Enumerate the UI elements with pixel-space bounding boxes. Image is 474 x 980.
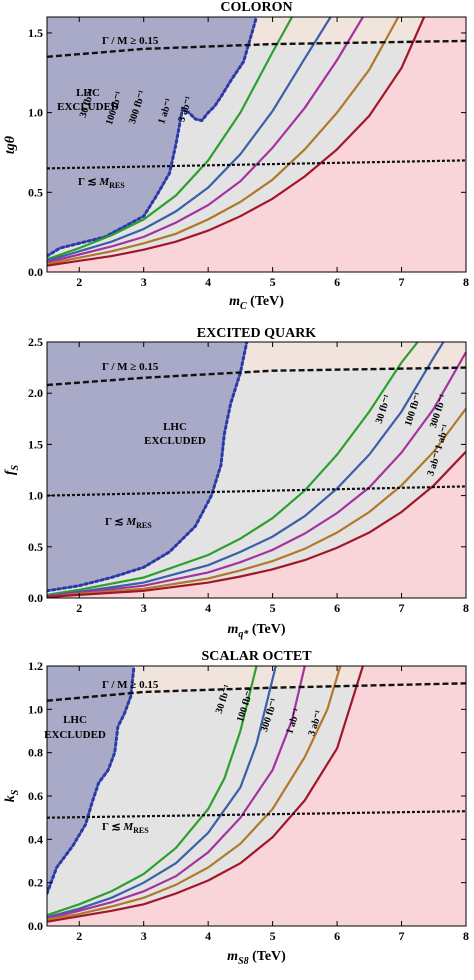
panel-3: 2 3 4 5 6 7 8 0.0 0.2 0.4 0.6 0.8 1.0 1.2 SCALAR OCTET…: [3, 649, 469, 967]
x-tick-label: 4: [205, 929, 211, 943]
series-line-5: [47, 17, 426, 267]
plot-area: [47, 17, 466, 272]
y-tick-label: 1.0: [28, 106, 43, 120]
x-tick-label: 3: [141, 929, 147, 943]
x-tick-label: 3: [141, 275, 147, 289]
series-line-3: [47, 351, 466, 598]
lhc-excluded-boundary: [47, 342, 249, 593]
y-tick-label: 0.4: [28, 832, 43, 846]
y-tick-label: 0.0: [28, 265, 43, 279]
panel-title: EXCITED QUARK: [197, 326, 317, 341]
series-line-1: [47, 666, 258, 917]
x-tick-label: 5: [270, 275, 276, 289]
series-line-1: [47, 17, 293, 261]
width-limit-line: [47, 366, 466, 387]
panel-title: SCALAR OCTET: [201, 649, 312, 664]
x-tick-label: 4: [205, 275, 211, 289]
excluded-label-line1: LHC: [163, 421, 187, 433]
lhc-excluded-boundary: [47, 666, 136, 895]
y-tick-label: 1.0: [28, 702, 43, 716]
series-line-5: [47, 450, 466, 598]
series-line-4: [47, 407, 466, 598]
series-line-3: [47, 17, 364, 264]
y-tick-label: 1.5: [28, 437, 43, 451]
excluded-label-line2: EXCLUDED: [57, 101, 119, 113]
width-limit-line: [47, 682, 466, 702]
width-limit-label: Γ / M ≥ 0.15: [102, 35, 159, 47]
plot-area: [47, 666, 466, 926]
x-tick-label: 2: [76, 275, 82, 289]
x-axis-label: mS8 (TeV): [227, 949, 286, 967]
series-line-4: [47, 17, 400, 266]
plot-area: [47, 342, 466, 598]
resolution-limit-label: Γ ≲ MRES: [102, 821, 149, 835]
y-tick-label: 1.2: [28, 659, 43, 673]
series-line-3: [47, 666, 306, 920]
excluded-label-line2: EXCLUDED: [144, 435, 206, 447]
series-line-1: [47, 342, 419, 596]
excluded-label-line1: LHC: [76, 87, 100, 99]
y-tick-label: 1.5: [28, 26, 43, 40]
x-axis-label: mC (TeV): [229, 294, 284, 312]
x-tick-label: 6: [334, 929, 340, 943]
x-tick-label: 6: [334, 275, 340, 289]
y-tick-label: 0.6: [28, 789, 43, 803]
lhc-excluded-region: [47, 17, 257, 257]
plot-frame: [46, 16, 467, 273]
y-tick-label: 0.5: [28, 540, 43, 554]
panel-1: 2 3 4 5 6 7 8 0.0 0.5 1.0 1.5 COLORON mC (TeV) tgθ Γ /…: [3, 0, 469, 312]
not-reachable-region: [47, 666, 466, 926]
lhc-excluded-region: [47, 342, 247, 591]
resolution-limit-label: Γ ≲ MRES: [78, 176, 125, 190]
x-tick-label: 2: [76, 601, 82, 615]
x-tick-label: 8: [463, 929, 469, 943]
y-tick-label: 2.5: [28, 335, 43, 349]
series-line-2: [47, 342, 445, 598]
y-axis-label: kS: [3, 789, 21, 802]
width-limit-label: Γ / M ≥ 0.15: [102, 361, 159, 373]
x-tick-label: 6: [334, 601, 340, 615]
excluded-label-line1: LHC: [63, 714, 87, 726]
y-axis-label: tgθ: [3, 135, 18, 154]
lhc-excluded-region: [47, 666, 134, 894]
x-tick-label: 4: [205, 601, 211, 615]
x-tick-label: 5: [270, 601, 276, 615]
plot-frame: [46, 341, 467, 599]
x-tick-label: 8: [463, 601, 469, 615]
x-tick-label: 8: [463, 275, 469, 289]
lhc-excluded-boundary: [47, 17, 258, 258]
series-line-2: [47, 666, 277, 919]
series-line-5: [47, 666, 364, 923]
x-axis-label: mq* (TeV): [227, 622, 285, 640]
series-line-4: [47, 666, 342, 921]
resolution-limit-label: Γ ≲ MRES: [105, 516, 152, 530]
width-limit-line: [47, 39, 466, 58]
x-tick-label: 3: [141, 601, 147, 615]
x-tick-label: 7: [399, 601, 405, 615]
x-tick-label: 7: [399, 929, 405, 943]
excluded-label-line2: EXCLUDED: [44, 729, 106, 741]
not-reachable-region: [47, 342, 466, 598]
y-tick-label: 0.8: [28, 746, 43, 760]
panel-2: 2 3 4 5 6 7 8 0.0 0.5 1.0 1.5 2.0 2.5 EXCITED QUARK mq…: [3, 326, 469, 640]
x-tick-label: 7: [399, 275, 405, 289]
y-tick-label: 0.2: [28, 876, 43, 890]
not-reachable-region: [47, 17, 466, 272]
y-tick-label: 0.0: [28, 591, 43, 605]
y-tick-label: 0.5: [28, 185, 43, 199]
width-limit-label: Γ / M ≥ 0.15: [102, 679, 159, 691]
y-tick-label: 1.0: [28, 489, 43, 503]
series-line-2: [47, 17, 332, 262]
x-tick-label: 2: [76, 929, 82, 943]
x-tick-label: 5: [270, 929, 276, 943]
panel-title: COLORON: [220, 0, 292, 15]
y-tick-label: 2.0: [28, 386, 43, 400]
y-tick-label: 0.0: [28, 919, 43, 933]
y-axis-label: fS: [3, 464, 21, 475]
